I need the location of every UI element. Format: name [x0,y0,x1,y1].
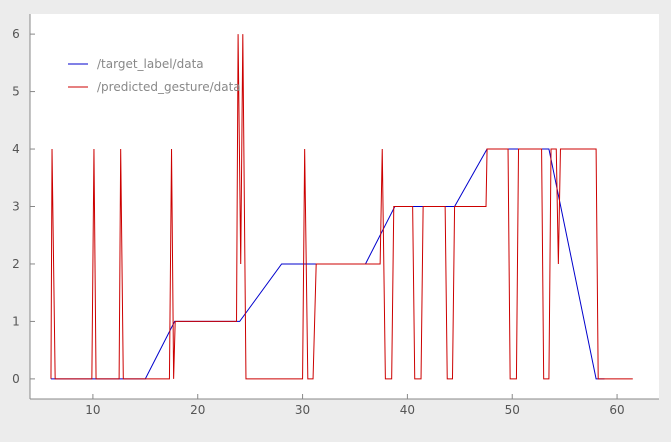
y-tick-label: 1 [12,314,20,328]
x-tick-label: 50 [505,403,520,417]
x-tick-label: 10 [85,403,100,417]
x-axis: 10 20 30 40 50 60 [85,394,625,417]
x-tick-label: 30 [295,403,310,417]
x-tick-label: 40 [400,403,415,417]
y-tick-label: 0 [12,372,20,386]
y-tick-label: 2 [12,257,20,271]
legend-label: /target_label/data [97,57,204,71]
legend: /target_label/data/predicted_gesture/dat… [68,57,241,94]
y-tick-label: 3 [12,200,20,214]
y-tick-label: 4 [12,142,20,156]
x-tick-label: 20 [190,403,205,417]
series-line-predicted-gesture [50,34,633,380]
y-tick-label: 5 [12,85,20,99]
y-tick-label: 6 [12,27,20,41]
plot-area [30,14,659,399]
y-axis: 0 1 2 3 4 5 6 [12,27,35,386]
x-tick-label: 60 [609,403,624,417]
legend-label: /predicted_gesture/data [97,80,241,94]
series-layer [50,34,633,380]
